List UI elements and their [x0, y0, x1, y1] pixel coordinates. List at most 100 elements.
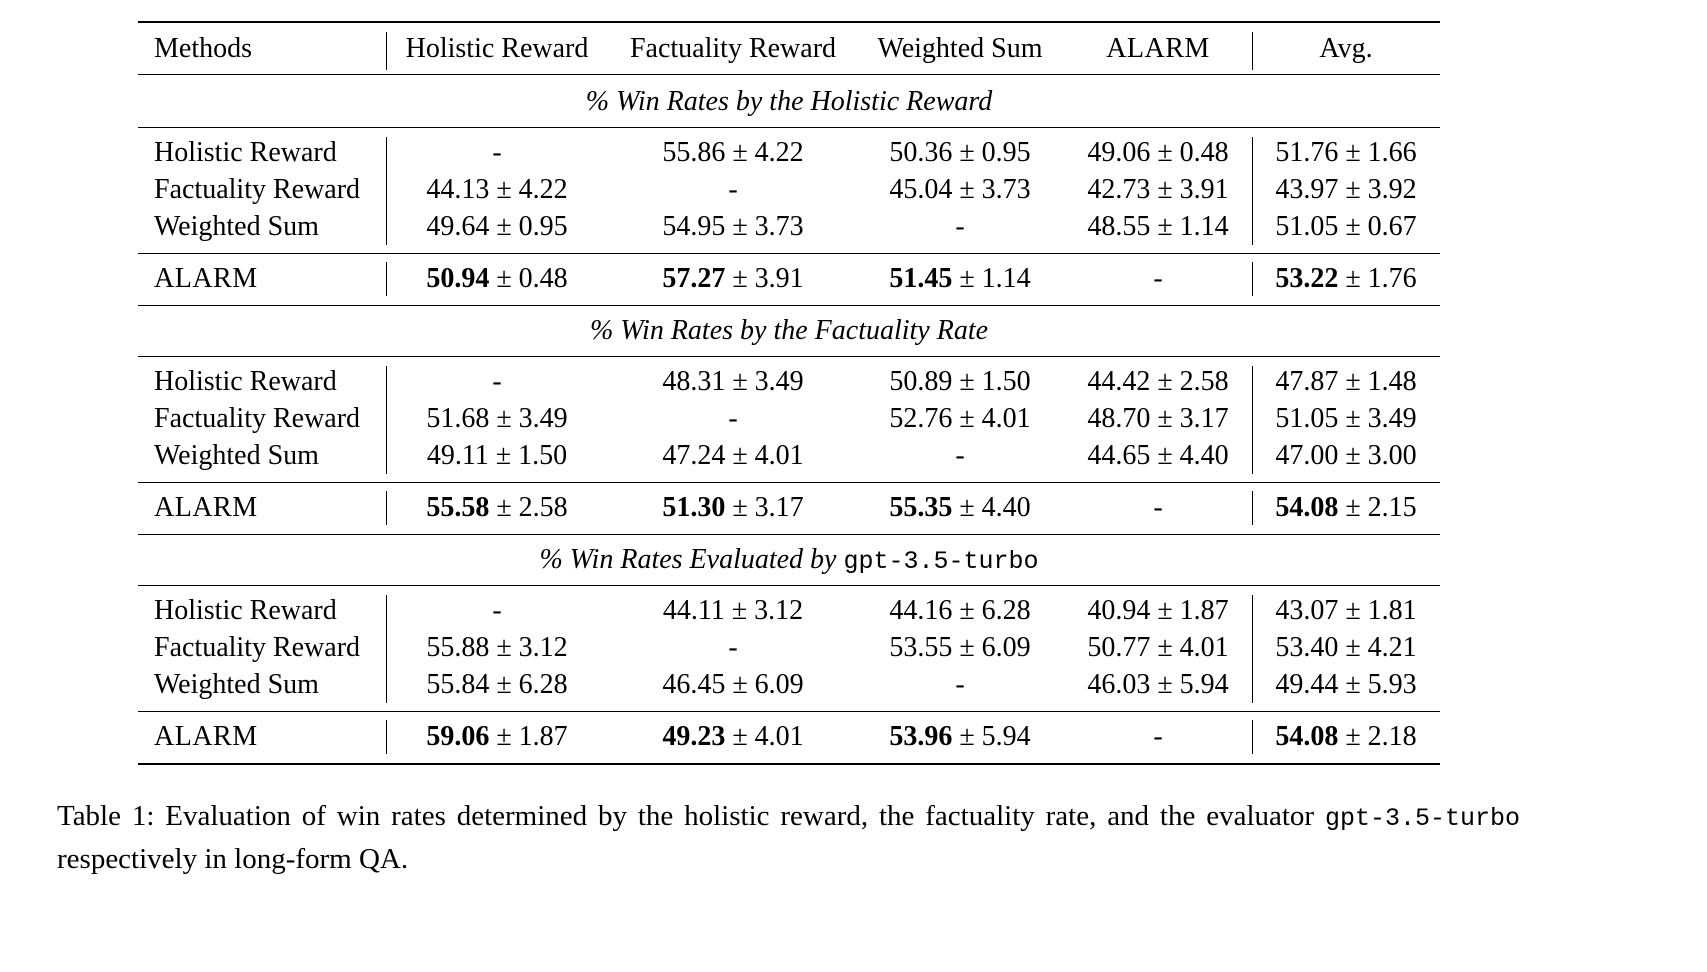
cell-value: 42.73 — [1087, 174, 1151, 205]
table-cell: - — [955, 211, 965, 242]
cell-value: 47.24 — [662, 440, 726, 471]
cell-std: ± 1.66 — [1345, 137, 1417, 168]
column-divider — [1252, 366, 1254, 474]
table-cell: 47.87 ± 1.48 — [1275, 368, 1416, 396]
table-cell: 53.96 ± 5.94 — [889, 723, 1030, 751]
cell-std: ± 4.01 — [732, 721, 804, 752]
cell-value: 49.06 — [1087, 137, 1151, 168]
table-cell: 55.86 ± 4.22 — [662, 139, 803, 167]
column-divider — [386, 32, 388, 70]
row-method: Weighted Sum — [154, 440, 319, 471]
cell-std: ± 4.21 — [1345, 632, 1417, 663]
cell-std: ± 4.01 — [1157, 632, 1229, 663]
table-cell: 59.06 ± 1.87 — [426, 723, 567, 751]
cell-std: ± 1.14 — [1157, 211, 1229, 242]
cell-value: 40.94 — [1087, 595, 1151, 626]
table-cell: 44.16 ± 6.28 — [889, 597, 1030, 625]
section-title-text: % Win Rates by the Factuality Rate — [589, 315, 989, 346]
cell-value: 47.00 — [1275, 440, 1339, 471]
cell-value: 54.08 — [1275, 721, 1339, 752]
cell-std: ± 4.40 — [959, 492, 1031, 523]
table-cell: 51.45 ± 1.14 — [889, 265, 1030, 293]
cell-std: ± 3.91 — [732, 263, 804, 294]
cell-std: ± 3.17 — [1157, 403, 1229, 434]
cell-std: ± 1.87 — [1157, 595, 1229, 626]
cell-std: ± 0.48 — [1157, 137, 1229, 168]
cell-std: ± 3.92 — [1345, 174, 1417, 205]
table-cell: 49.64 ± 0.95 — [426, 213, 567, 241]
cell-value: 55.58 — [426, 492, 490, 523]
cell-value: 53.40 — [1275, 632, 1339, 663]
row-method: Weighted Sum — [154, 669, 319, 700]
header-methods: Methods — [154, 33, 252, 64]
table-cell: 49.06 ± 0.48 — [1087, 139, 1228, 167]
cell-std: ± 4.22 — [496, 174, 568, 205]
cell-value: 45.04 — [889, 174, 953, 205]
cell-std: ± 0.95 — [496, 211, 568, 242]
cell-std: ± 0.67 — [1345, 211, 1417, 242]
cell-std: ± 6.28 — [496, 669, 568, 700]
table-cell: - — [955, 669, 965, 700]
table-caption: Table 1: Evaluation of win rates determi… — [57, 796, 1520, 879]
section-title-text: % Win Rates Evaluated by — [539, 544, 844, 575]
column-divider — [1252, 595, 1254, 703]
column-divider — [386, 491, 388, 525]
cell-std: ± 3.12 — [731, 595, 804, 626]
cell-value: 55.84 — [426, 669, 490, 700]
table-rule — [138, 21, 1440, 23]
row-method-alarm: ALARM — [154, 721, 258, 752]
column-divider — [386, 366, 388, 474]
table-cell: 50.89 ± 1.50 — [889, 368, 1030, 396]
cell-value: 49.11 — [426, 440, 489, 471]
table-cell: 44.11 ± 3.12 — [663, 597, 803, 625]
table-cell: 55.58 ± 2.58 — [426, 494, 567, 522]
table-cell: 50.36 ± 0.95 — [889, 139, 1030, 167]
column-divider — [386, 720, 388, 754]
cell-std: ± 1.50 — [495, 440, 568, 471]
cell-value: 55.88 — [426, 632, 490, 663]
cell-std: ± 3.12 — [496, 632, 568, 663]
table-cell: 49.11 ± 1.50 — [427, 442, 567, 470]
table-cell: 43.97 ± 3.92 — [1275, 176, 1416, 204]
table-cell: - — [492, 595, 502, 626]
cell-std: ± 6.09 — [959, 632, 1031, 663]
table-rule — [138, 74, 1440, 76]
table-cell: 55.35 ± 4.40 — [889, 494, 1030, 522]
cell-value: 51.76 — [1275, 137, 1339, 168]
cell-std: ± 4.22 — [732, 137, 804, 168]
table-cell: 55.88 ± 3.12 — [426, 634, 567, 662]
cell-value: 44.13 — [426, 174, 490, 205]
caption-model-name: gpt-3.5-turbo — [1324, 804, 1520, 833]
table-cell: - — [955, 440, 965, 471]
table-cell: - — [728, 174, 738, 205]
cell-value: 47.87 — [1275, 366, 1339, 397]
table-rule — [138, 253, 1440, 255]
cell-std: ± 3.49 — [496, 403, 568, 434]
table-cell: 44.42 ± 2.58 — [1087, 368, 1228, 396]
cell-std: ± 5.94 — [1157, 669, 1229, 700]
column-divider — [1252, 32, 1254, 70]
table-cell: - — [492, 137, 502, 168]
table-rule — [138, 356, 1440, 358]
table-cell: 51.68 ± 3.49 — [426, 405, 567, 433]
column-divider — [1252, 262, 1254, 296]
cell-std: ± 2.18 — [1345, 721, 1417, 752]
row-method: Factuality Reward — [154, 174, 361, 205]
table-cell: 53.40 ± 4.21 — [1275, 634, 1416, 662]
cell-value: 49.23 — [662, 721, 726, 752]
table-cell: 48.55 ± 1.14 — [1087, 213, 1228, 241]
table-cell: - — [492, 366, 502, 397]
cell-value: 59.06 — [426, 721, 490, 752]
row-method: Factuality Reward — [154, 632, 361, 663]
cell-value: 50.89 — [889, 366, 953, 397]
table-rule — [138, 305, 1440, 307]
section-title: % Win Rates by the Factuality Rate — [590, 317, 988, 345]
caption-text-end: respectively in long-form QA. — [57, 843, 409, 875]
cell-value: 49.44 — [1275, 669, 1339, 700]
cell-value: 57.27 — [662, 263, 726, 294]
cell-value: 51.30 — [662, 492, 726, 523]
cell-std: ± 6.28 — [959, 595, 1031, 626]
table-rule — [138, 585, 1440, 587]
row-method: Holistic Reward — [154, 595, 337, 626]
